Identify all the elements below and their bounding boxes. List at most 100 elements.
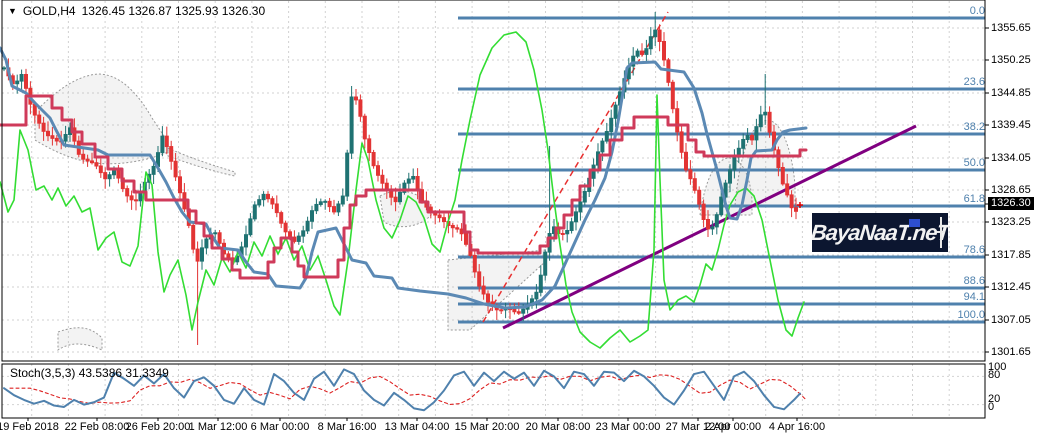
time-axis-label: 22 Feb 08:00 bbox=[64, 421, 130, 433]
cloud-outline bbox=[167, 147, 236, 177]
candle-body bbox=[252, 204, 257, 220]
candle-body bbox=[631, 55, 636, 67]
candle-body bbox=[613, 104, 618, 119]
candle-body bbox=[776, 149, 781, 168]
symbol-timeframe: GOLD,H4 bbox=[22, 4, 76, 18]
candle-body bbox=[200, 247, 204, 262]
candle-body bbox=[794, 207, 798, 212]
candle-body bbox=[745, 134, 750, 140]
candle-body bbox=[455, 227, 460, 230]
candle-body bbox=[543, 251, 548, 276]
candle-body bbox=[684, 151, 688, 171]
price-axis-label: 1323.25 bbox=[991, 216, 1031, 228]
candle-body bbox=[72, 127, 77, 142]
candle-body bbox=[450, 224, 455, 229]
candle-body bbox=[213, 232, 218, 235]
candle-body bbox=[107, 174, 112, 180]
price-axis-label: 1355.65 bbox=[991, 22, 1031, 34]
candle-body bbox=[340, 195, 345, 205]
price-axis-label: 1328.65 bbox=[991, 184, 1031, 196]
candle-body bbox=[723, 182, 728, 198]
candle-body bbox=[477, 271, 482, 287]
candle-body bbox=[411, 175, 416, 180]
candle-body bbox=[758, 114, 763, 128]
candle-body bbox=[336, 203, 341, 213]
candle-body bbox=[754, 126, 759, 141]
candle-body bbox=[164, 135, 169, 148]
cloud-fill bbox=[168, 148, 235, 176]
stoch-axis-label: 80 bbox=[988, 369, 1001, 381]
candle-body bbox=[301, 230, 306, 237]
candle-body bbox=[134, 199, 138, 202]
candle-body bbox=[2, 67, 6, 70]
candle-body bbox=[204, 238, 209, 249]
candle-body bbox=[261, 193, 266, 201]
candle-body bbox=[310, 210, 314, 222]
candle-body bbox=[173, 160, 178, 178]
candle-body bbox=[640, 50, 644, 55]
candle-body bbox=[565, 229, 570, 235]
candle-body bbox=[741, 138, 746, 149]
candle-body bbox=[37, 114, 42, 124]
candle-body bbox=[389, 190, 394, 198]
price-axis-label: 1301.65 bbox=[991, 346, 1031, 358]
stoch-panel-border bbox=[1, 363, 986, 419]
candle-body bbox=[266, 193, 270, 200]
candle-body bbox=[354, 96, 358, 101]
candle-body bbox=[560, 232, 565, 235]
cloud-outline bbox=[57, 327, 103, 351]
candle-body bbox=[472, 254, 477, 273]
stoch-axis-label: 0 bbox=[988, 401, 995, 413]
cloud-fill bbox=[58, 327, 102, 350]
time-axis-label: 19 Feb 2018 bbox=[0, 421, 59, 433]
candle-body bbox=[719, 196, 724, 216]
candle-body bbox=[780, 166, 785, 185]
candle-body bbox=[257, 199, 262, 206]
price-axis-label: 1339.45 bbox=[991, 119, 1031, 131]
candle-body bbox=[296, 235, 301, 242]
candle-body bbox=[437, 214, 442, 219]
candle-body bbox=[151, 165, 156, 175]
candle-body bbox=[648, 36, 653, 50]
candle-body bbox=[371, 151, 376, 167]
candle-body bbox=[706, 218, 710, 230]
candle-body bbox=[442, 217, 446, 222]
candle-body bbox=[499, 309, 504, 312]
watermark-text: BayaNaaT.neT bbox=[812, 219, 948, 245]
crimson-indicator-line bbox=[0, 94, 808, 280]
candle-body bbox=[54, 137, 59, 142]
time-axis-label: 20 Mar 08:00 bbox=[525, 421, 591, 433]
time-axis-label: 13 Mar 04:00 bbox=[384, 421, 450, 433]
candle-body bbox=[279, 212, 284, 224]
candle-body bbox=[609, 117, 614, 132]
candle-body bbox=[732, 156, 737, 171]
candle-body bbox=[574, 211, 578, 223]
candle-body bbox=[19, 73, 24, 82]
stoch-main-line bbox=[3, 368, 801, 412]
candle-body bbox=[85, 158, 90, 162]
time-axis-label: 8 Mar 16:00 bbox=[317, 421, 377, 433]
candle-body bbox=[318, 201, 323, 205]
candle-body bbox=[248, 218, 253, 236]
fib-level-label: 0.0 bbox=[969, 5, 985, 17]
price-axis-label: 1312.45 bbox=[991, 281, 1031, 293]
candle-body bbox=[358, 99, 363, 117]
candle-body bbox=[90, 160, 94, 164]
candle-body bbox=[767, 111, 772, 133]
candle-body bbox=[714, 214, 719, 228]
chart-title: ▼ GOLD,H4 1326.45 1326.87 1325.93 1326.3… bbox=[8, 4, 265, 18]
collapse-triangle-icon[interactable]: ▼ bbox=[8, 6, 17, 16]
candle-body bbox=[600, 140, 605, 153]
candle-body bbox=[50, 135, 55, 139]
candle-body bbox=[406, 178, 411, 184]
candle-body bbox=[103, 172, 108, 180]
candle-body bbox=[569, 221, 574, 231]
candle-body bbox=[349, 96, 354, 154]
candle-body bbox=[657, 29, 662, 42]
candle-body bbox=[644, 48, 649, 55]
cloud-fill bbox=[35, 74, 168, 164]
candle-body bbox=[217, 232, 222, 244]
candle-body bbox=[402, 182, 407, 193]
